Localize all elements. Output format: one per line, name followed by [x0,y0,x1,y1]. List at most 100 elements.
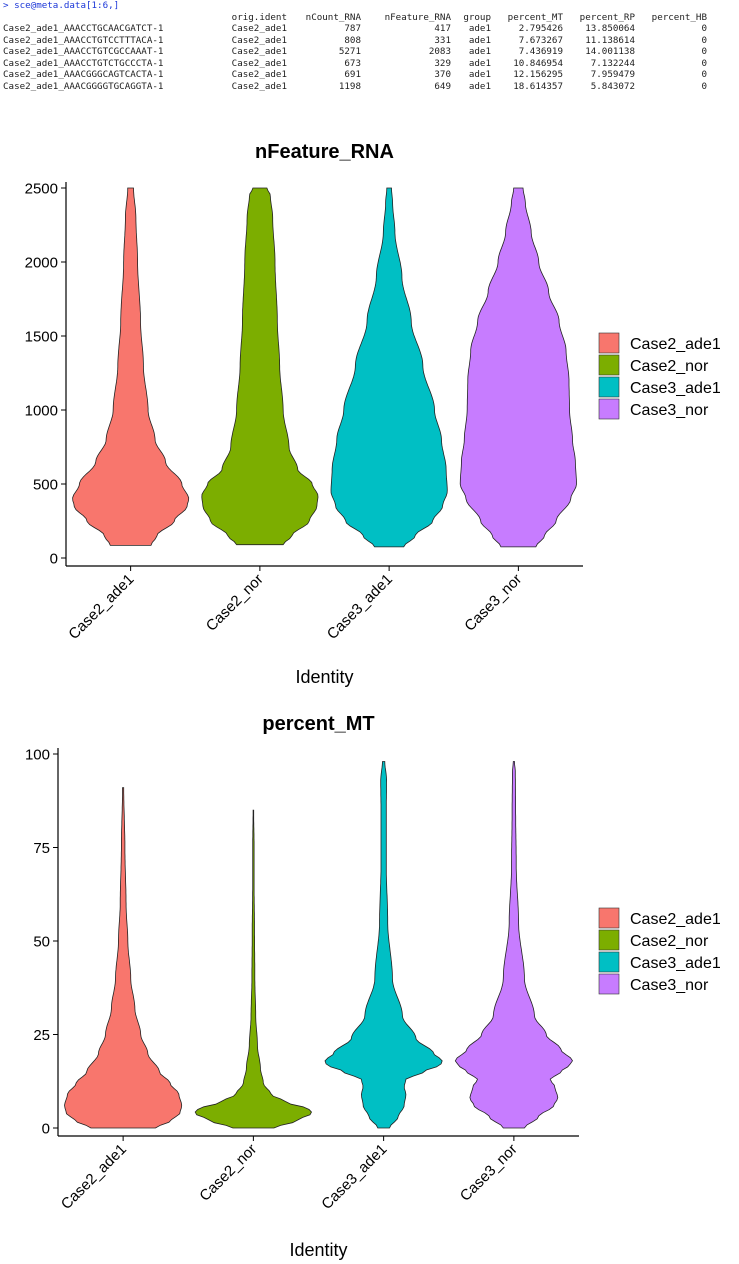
legend-label: Case2_nor [630,358,709,375]
y-tick-label: 50 [33,934,50,951]
table-cell: 7.959479 [590,69,635,80]
table-cell: 2083 [428,46,451,57]
table-cell: 331 [434,34,451,46]
table-cell: Case2_ade1 [231,23,287,34]
table-cell: 14.001138 [585,46,635,57]
y-tick-label: 100 [25,747,50,764]
legend-swatch [598,929,620,951]
table-header-cell: group [463,11,491,23]
console-output: > sce@meta.data[1:6,] orig.ident nCount_R… [0,0,739,122]
violin-case2-ade1 [64,787,183,1129]
x-tick-label: Case3_ade1 [318,1141,390,1213]
table-cell: ade1 [468,69,491,80]
violin-case3-nor [454,761,573,1129]
table-header-cell: percent_RP [579,11,635,23]
legend-swatch [598,332,620,354]
legend-label: Case3_ade1 [630,955,721,972]
y-tick-label: 2000 [25,255,58,272]
table-cell: 691 [344,69,361,80]
x-tick-label: Case2_nor [203,571,267,635]
table-row: Case2_ade1_AAACCTGTCTGCCCTA-1 Case2_ade1 6… [3,58,707,70]
y-tick-label: 75 [33,840,50,857]
table-cell: ade1 [468,80,491,92]
table-cell: 10.846954 [513,57,563,69]
table-cell: Case2_ade1_AAACCTGTCGCCAAAT-1 [3,46,164,57]
table-cell: 2.795426 [518,23,563,34]
table-cell: ade1 [468,57,491,69]
table-cell: ade1 [468,46,491,57]
table-cell: 1198 [338,80,361,92]
legend-swatch [598,907,620,929]
table-cell: Case2_ade1 [231,69,287,80]
x-axis-label: Identity [289,1240,347,1260]
legend-label: Case3_ade1 [630,380,721,397]
table-cell: 12.156295 [513,69,563,80]
x-axis-label: Identity [295,667,353,687]
violin-case3-ade1 [324,761,443,1129]
table-cell: Case2_ade1_AAACCTGCAACGATCT-1 [3,23,164,34]
table-row: Case2_ade1_AAACGGGCAGTCACTA-1 Case2_ade1 6… [3,69,707,81]
legend-label: Case3_nor [630,402,709,419]
table-cell: Case2_ade1_AAACGGGGTGCAGGTA-1 [3,80,164,92]
table-cell: Case2_ade1 [231,34,287,46]
x-tick-label: Case3_ade1 [324,571,396,643]
y-tick-label: 500 [33,477,58,494]
table-cell: Case2_ade1 [231,80,287,92]
legend-swatch [598,398,620,420]
table-cell: 18.614357 [513,80,563,92]
legend-swatch [598,376,620,398]
violin-case2-nor [201,187,319,546]
table-cell: 0 [701,80,707,92]
table-cell: 7.673267 [518,34,563,46]
table-header-cell: percent_MT [507,11,563,23]
violin-case2-nor [194,809,312,1129]
y-tick-label: 2500 [25,181,58,198]
table-cell: 329 [434,57,451,69]
table-cell: 11.138614 [585,34,635,46]
table-header-cell [3,12,209,24]
table-header-cell: nCount_RNA [305,11,361,23]
legend-label: Case3_nor [630,977,709,994]
table-cell: Case2_ade1 [231,57,287,69]
y-tick-label: 1500 [25,329,58,346]
table-cell: 7.436919 [518,46,563,57]
table-header-row: orig.ident nCount_RNA nFeature_RNA group per… [3,12,707,24]
table-cell: 673 [344,57,361,69]
violin-case3-nor [459,187,577,548]
legend-label: Case2_ade1 [630,911,721,928]
table-cell: 5.843072 [590,80,635,92]
table-header-cell: orig.ident [231,11,287,23]
table-cell: 0 [701,69,707,80]
metadata-table: orig.ident nCount_RNA nFeature_RNA group per… [3,12,707,93]
percent-mt-violin-chart: percent_MT 0 25 50 75 100 Case2_ade1 Case2_nor C… [25,713,721,1260]
x-tick-label: Case2_nor [196,1141,260,1205]
x-tick-label: Case2_ade1 [58,1141,130,1213]
table-cell: Case2_ade1_AAACCTGTCTGCCCTA-1 [3,57,164,69]
table-cell: Case2_ade1 [231,46,287,57]
table-cell: ade1 [468,23,491,34]
violin-case2-ade1 [72,187,190,546]
table-header-cell: percent_HB [651,11,707,23]
nfeature-violin-chart: nFeature_RNA 0 500 1000 1500 2000 2500 Case2_ad… [25,141,721,687]
legend-swatch [598,951,620,973]
legend-label: Case2_ade1 [630,336,721,353]
y-tick-label: 0 [42,1121,50,1138]
table-cell: 0 [701,23,707,34]
table-cell: Case2_ade1_AAACCTGTCCTTTACA-1 [3,34,164,46]
table-cell: 13.850064 [585,23,635,34]
table-cell: 0 [701,57,707,69]
table-cell: 0 [701,46,707,57]
chart-title: nFeature_RNA [255,141,394,163]
x-tick-label: Case2_ade1 [65,571,137,643]
table-cell: ade1 [468,34,491,46]
legend-label: Case2_nor [630,933,709,950]
y-tick-label: 25 [33,1027,50,1044]
violin-case3-ade1 [330,187,448,548]
console-command: > sce@meta.data[1:6,] [3,0,120,11]
table-cell: 5271 [338,46,361,57]
table-header-cell: nFeature_RNA [384,11,451,23]
x-tick-label: Case3_nor [461,571,525,635]
table-cell: 649 [434,80,451,92]
table-row: Case2_ade1_AAACGGGGTGCAGGTA-1 Case2_ade1 1… [3,81,707,93]
legend-swatch [598,973,620,995]
